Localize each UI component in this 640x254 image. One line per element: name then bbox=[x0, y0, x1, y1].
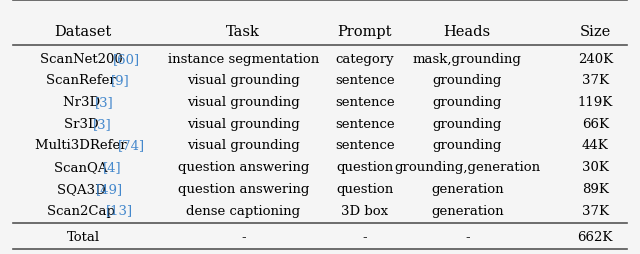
Text: [49]: [49] bbox=[96, 182, 124, 195]
Text: grounding: grounding bbox=[433, 117, 502, 130]
Text: Dataset: Dataset bbox=[54, 25, 112, 39]
Text: [4]: [4] bbox=[103, 161, 122, 173]
Text: grounding: grounding bbox=[433, 96, 502, 109]
Text: ScanNet200: ScanNet200 bbox=[40, 53, 127, 66]
Text: Scan2Cap: Scan2Cap bbox=[47, 204, 119, 217]
Text: category: category bbox=[335, 53, 394, 66]
Text: grounding,generation: grounding,generation bbox=[394, 161, 540, 173]
Text: visual grounding: visual grounding bbox=[187, 96, 300, 109]
Text: [3]: [3] bbox=[93, 117, 112, 130]
Text: 3D box: 3D box bbox=[341, 204, 388, 217]
Text: ScanRefer: ScanRefer bbox=[46, 74, 120, 87]
Text: [3]: [3] bbox=[95, 96, 113, 109]
Text: Size: Size bbox=[580, 25, 611, 39]
Text: 37K: 37K bbox=[582, 204, 609, 217]
Text: 119K: 119K bbox=[577, 96, 613, 109]
Text: Prompt: Prompt bbox=[337, 25, 392, 39]
Text: -: - bbox=[362, 230, 367, 243]
Text: 30K: 30K bbox=[582, 161, 609, 173]
Text: -: - bbox=[241, 230, 246, 243]
Text: Total: Total bbox=[67, 230, 100, 243]
Text: grounding: grounding bbox=[433, 139, 502, 152]
Text: [13]: [13] bbox=[106, 204, 133, 217]
Text: 66K: 66K bbox=[582, 117, 609, 130]
Text: Sr3D: Sr3D bbox=[64, 117, 102, 130]
Text: 89K: 89K bbox=[582, 182, 609, 195]
Text: question answering: question answering bbox=[177, 182, 309, 195]
Text: mask,grounding: mask,grounding bbox=[413, 53, 522, 66]
Text: 240K: 240K bbox=[578, 53, 612, 66]
Text: sentence: sentence bbox=[335, 117, 395, 130]
Text: visual grounding: visual grounding bbox=[187, 139, 300, 152]
Text: visual grounding: visual grounding bbox=[187, 74, 300, 87]
Text: 37K: 37K bbox=[582, 74, 609, 87]
Text: question: question bbox=[336, 182, 394, 195]
Text: question: question bbox=[336, 161, 394, 173]
Text: Task: Task bbox=[227, 25, 260, 39]
Text: sentence: sentence bbox=[335, 74, 395, 87]
Text: [74]: [74] bbox=[118, 139, 145, 152]
Text: visual grounding: visual grounding bbox=[187, 117, 300, 130]
Text: ScanQA: ScanQA bbox=[54, 161, 112, 173]
Text: Multi3DRefer: Multi3DRefer bbox=[35, 139, 131, 152]
Text: dense captioning: dense captioning bbox=[186, 204, 300, 217]
Text: question answering: question answering bbox=[177, 161, 309, 173]
Text: SQA3D: SQA3D bbox=[57, 182, 109, 195]
Text: grounding: grounding bbox=[433, 74, 502, 87]
Text: Nr3D: Nr3D bbox=[63, 96, 104, 109]
Text: generation: generation bbox=[431, 204, 504, 217]
Text: -: - bbox=[465, 230, 470, 243]
Text: instance segmentation: instance segmentation bbox=[168, 53, 319, 66]
Text: Heads: Heads bbox=[444, 25, 491, 39]
Text: [9]: [9] bbox=[111, 74, 129, 87]
Text: 44K: 44K bbox=[582, 139, 609, 152]
Text: 662K: 662K bbox=[577, 230, 613, 243]
Text: generation: generation bbox=[431, 182, 504, 195]
Text: [60]: [60] bbox=[113, 53, 140, 66]
Text: sentence: sentence bbox=[335, 96, 395, 109]
Text: sentence: sentence bbox=[335, 139, 395, 152]
